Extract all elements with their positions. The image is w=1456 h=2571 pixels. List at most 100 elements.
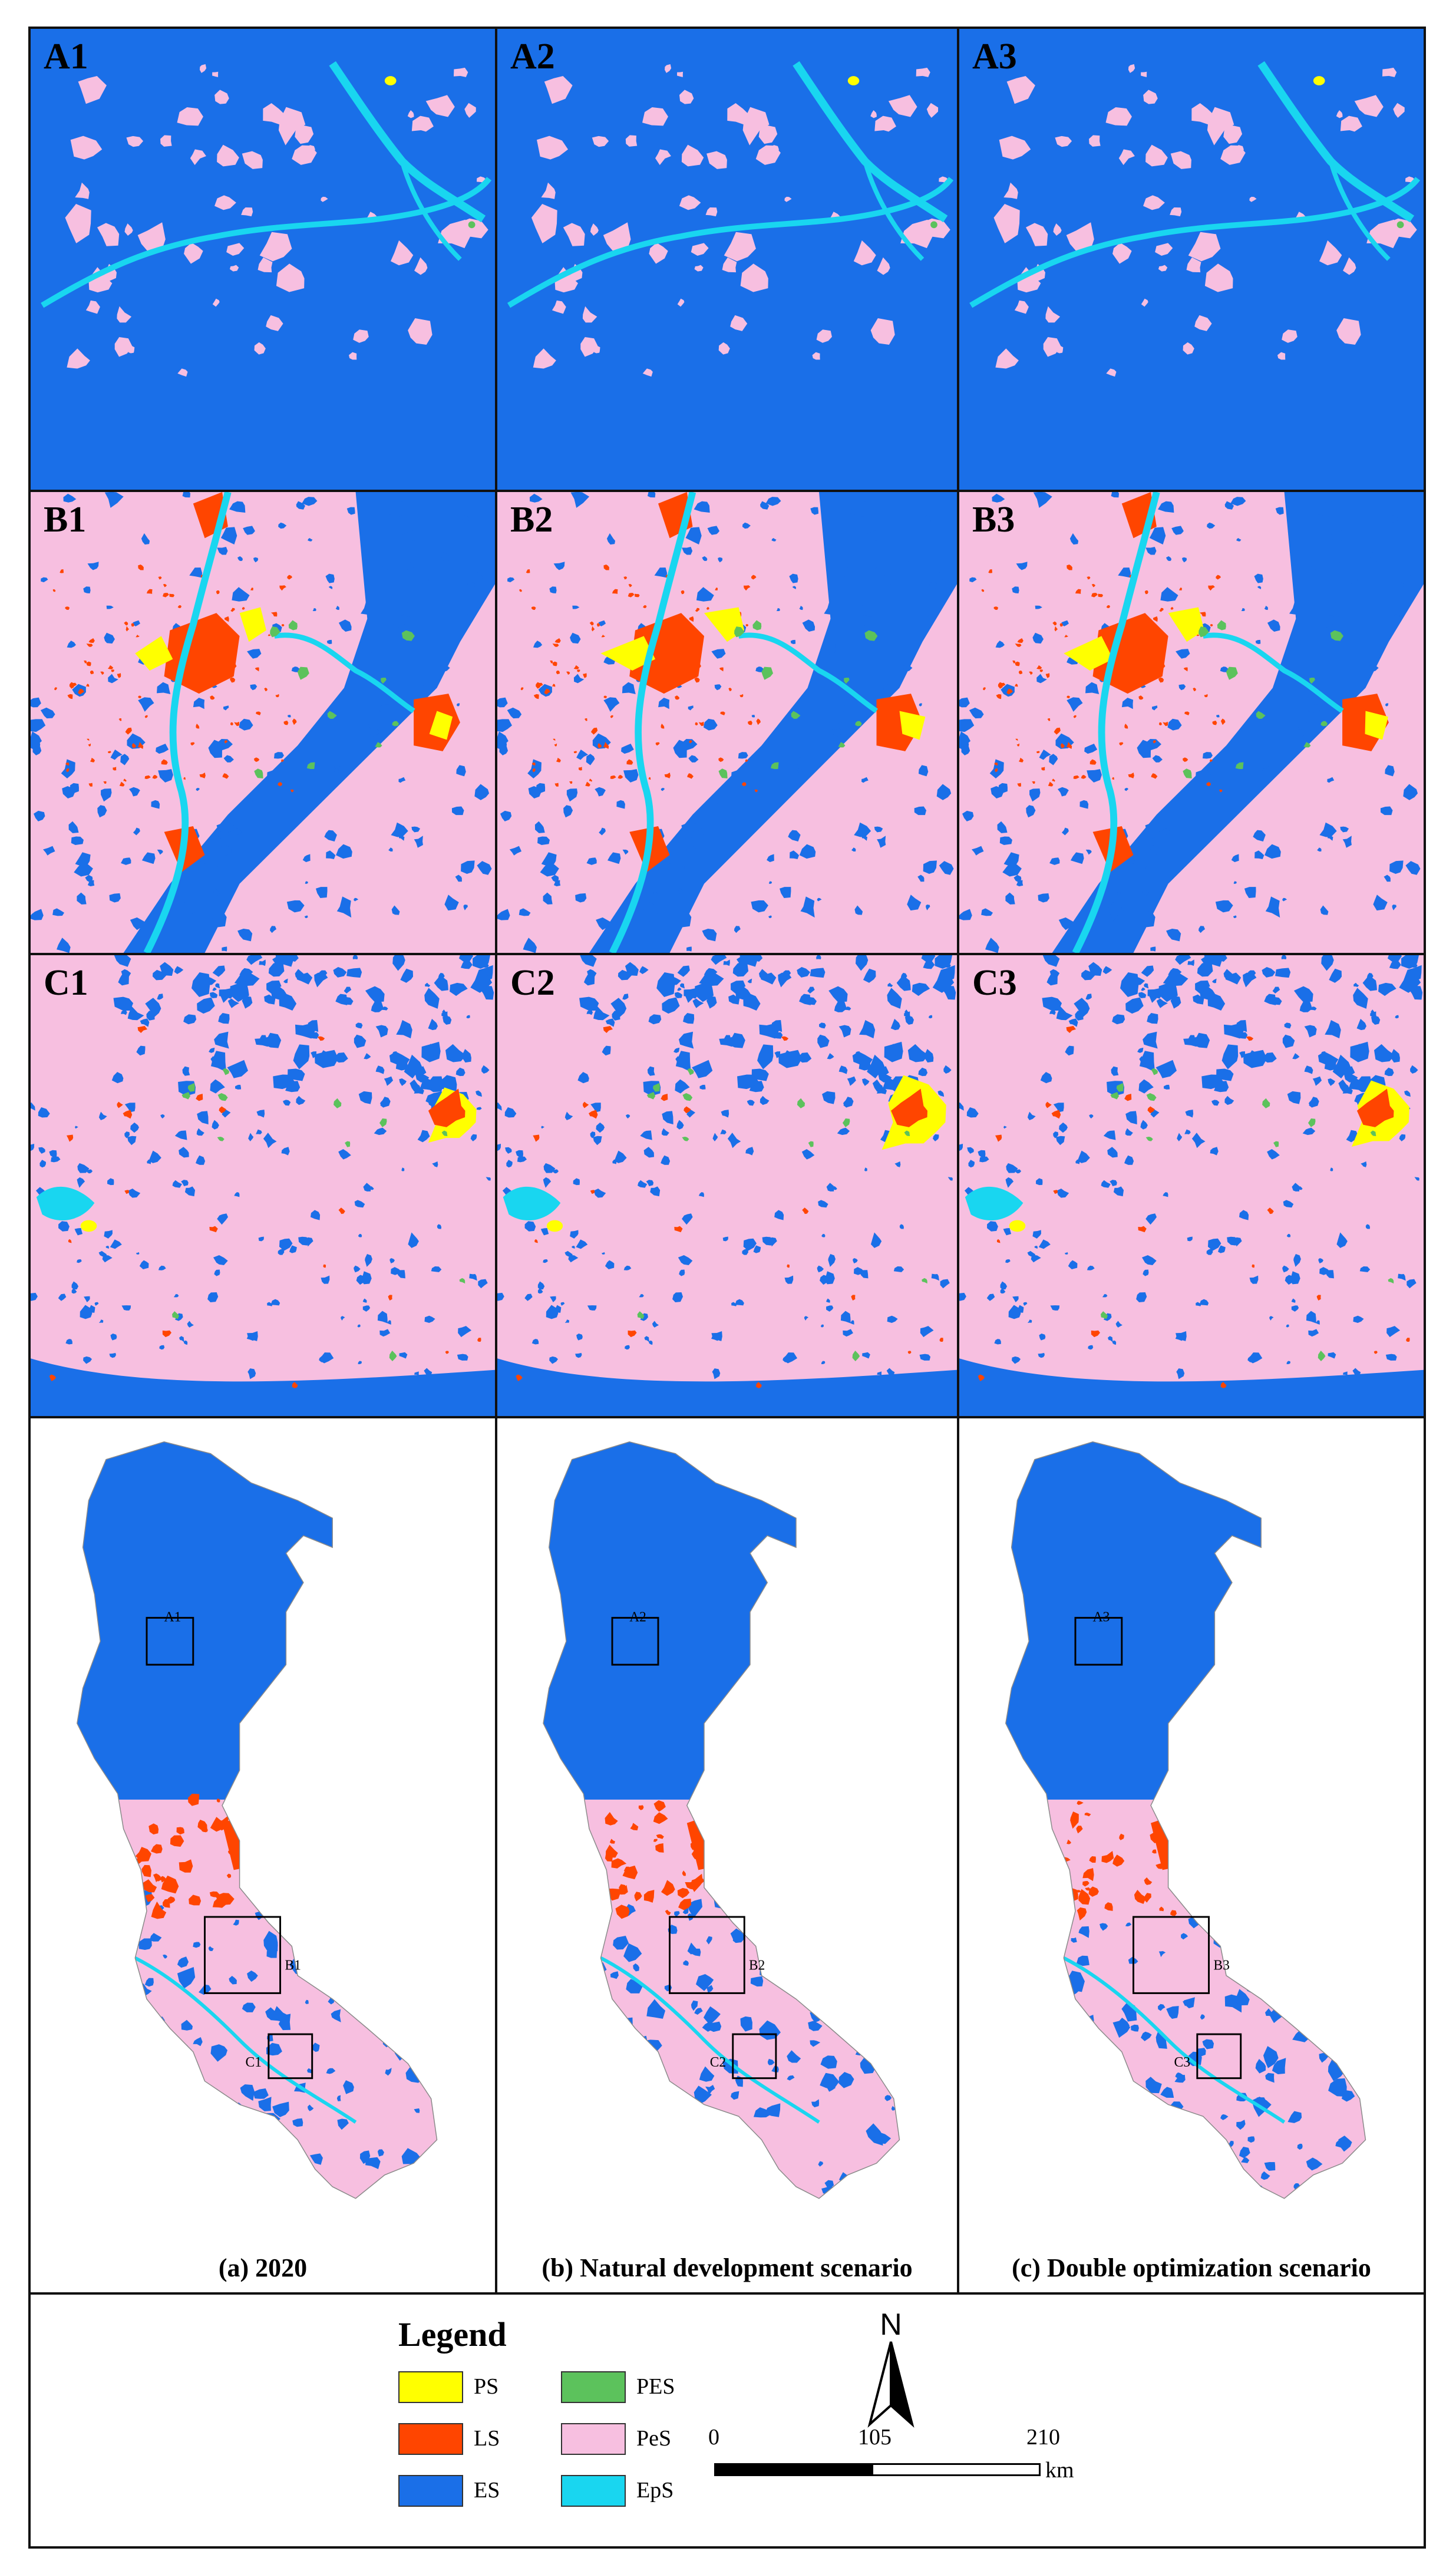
es-patch <box>1318 1051 1339 1067</box>
es-patch <box>1289 600 1302 615</box>
pes-patch <box>117 306 132 323</box>
es-patch <box>1129 859 1136 864</box>
es-patch <box>341 996 354 1005</box>
north-arrow-label: N <box>880 2308 902 2342</box>
es-patch <box>603 1910 607 1915</box>
pes-patch <box>392 721 399 727</box>
es-patch <box>158 1265 166 1270</box>
ls-patch <box>156 1877 162 1882</box>
es-patch <box>77 892 87 905</box>
es-patch <box>336 844 352 859</box>
es-patch <box>679 1031 694 1049</box>
ls-patch <box>611 1858 627 1869</box>
ls-dot <box>681 590 685 595</box>
pes-patch <box>812 352 820 360</box>
ls-patch <box>678 1899 692 1910</box>
es-patch <box>455 1067 465 1077</box>
pes-patch <box>844 678 850 684</box>
es-patch <box>387 1320 391 1325</box>
ls-patch <box>151 1901 167 1919</box>
ls-dot <box>1208 585 1215 591</box>
ls-dot <box>68 1239 72 1243</box>
es-patch <box>1015 1169 1022 1174</box>
es-patch <box>933 1134 939 1141</box>
es-patch <box>242 2002 256 2012</box>
es-patch <box>109 893 121 903</box>
es-patch <box>1016 880 1024 887</box>
es-patch <box>173 1294 179 1298</box>
es-patch <box>985 938 999 953</box>
pes-region <box>77 1799 437 2199</box>
es-patch <box>553 1169 559 1174</box>
es-patch <box>1260 2171 1270 2180</box>
es-patch <box>681 866 685 869</box>
es-patch <box>1039 1334 1046 1341</box>
es-patch <box>1195 980 1210 995</box>
ls-dot <box>1151 773 1158 779</box>
es-patch <box>564 1319 569 1323</box>
ls-patch <box>615 1905 630 1919</box>
es-patch <box>404 2009 421 2027</box>
ls-dot <box>117 673 121 678</box>
ls-dot <box>323 1264 326 1268</box>
es-patch <box>1207 522 1216 529</box>
es-patch <box>540 1228 549 1236</box>
river <box>1202 632 1344 714</box>
pes-patch <box>184 242 203 264</box>
es-patch <box>65 1339 72 1345</box>
es-patch <box>572 605 580 609</box>
es-patch <box>140 1018 150 1027</box>
es-patch <box>516 1150 523 1158</box>
pes-patch <box>217 1093 228 1101</box>
ls-dot <box>603 695 608 698</box>
pes-patch <box>1112 242 1132 264</box>
es-patch <box>649 1340 653 1345</box>
es-patch <box>458 955 474 962</box>
es-patch <box>1319 1267 1330 1275</box>
pes-patch <box>177 368 188 377</box>
ls-patch <box>653 1812 668 1824</box>
ls-patch <box>215 1893 235 1905</box>
es-patch <box>1343 1066 1355 1076</box>
es-patch <box>528 786 542 799</box>
es-patch <box>696 2173 709 2187</box>
es-patch <box>1282 897 1287 902</box>
es-patch <box>688 755 699 763</box>
es-patch <box>184 1186 196 1197</box>
es-patch <box>1039 750 1051 760</box>
ls-dot <box>1052 778 1055 782</box>
es-patch <box>1340 826 1349 833</box>
pes-patch <box>70 136 103 160</box>
es-patch <box>385 2068 392 2076</box>
ls-dot <box>108 665 114 669</box>
es-patch <box>888 1044 903 1057</box>
es-patch <box>108 674 118 684</box>
es-patch <box>106 605 114 609</box>
es-patch <box>378 566 389 580</box>
es-patch <box>626 1114 630 1119</box>
es-patch <box>675 1056 684 1065</box>
panel-label: C2 <box>510 963 555 1003</box>
es-patch <box>900 972 907 978</box>
es-patch <box>193 2166 207 2178</box>
river <box>400 160 462 261</box>
pes-patch <box>797 1098 805 1108</box>
es-patch <box>1145 866 1149 869</box>
es-patch <box>932 969 955 993</box>
es-patch <box>769 1237 777 1247</box>
ls-dot <box>1066 741 1072 749</box>
es-patch <box>553 562 565 570</box>
es-patch <box>1132 2148 1146 2161</box>
es-patch <box>1392 904 1396 910</box>
ls-dot <box>1039 669 1043 672</box>
es-patch <box>1224 1922 1231 1927</box>
es-patch <box>278 522 287 529</box>
es-patch <box>288 1068 305 1081</box>
es-patch <box>1315 501 1335 517</box>
es-patch <box>633 1963 640 1972</box>
es-patch <box>179 1336 184 1342</box>
es-patch <box>688 705 694 711</box>
ls-dot <box>78 688 84 695</box>
es-patch <box>1319 2052 1329 2063</box>
ls-dot <box>533 694 539 699</box>
